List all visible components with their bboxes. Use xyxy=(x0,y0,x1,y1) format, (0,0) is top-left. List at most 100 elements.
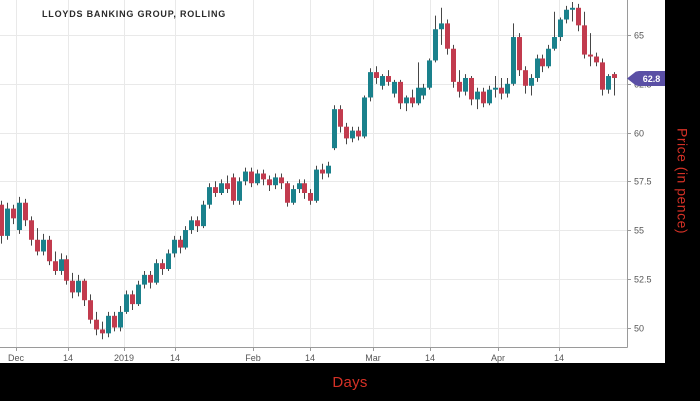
y-tick-label: 57.5 xyxy=(634,177,652,187)
candle-down xyxy=(600,62,605,90)
candle-down xyxy=(11,208,16,219)
candle-down xyxy=(588,54,593,57)
y-tick-label: 65 xyxy=(634,31,644,41)
candle-up xyxy=(421,87,426,96)
candle-down xyxy=(356,130,361,137)
candle-down xyxy=(195,220,200,227)
candle-up xyxy=(118,311,123,328)
candle-down xyxy=(469,77,474,100)
x-axis-title: Days xyxy=(332,373,368,391)
candle-up xyxy=(243,171,248,182)
candle-up xyxy=(475,91,480,100)
candle-down xyxy=(231,177,236,201)
candle-down xyxy=(94,319,99,330)
candle-up xyxy=(136,284,141,305)
candle-up xyxy=(255,173,260,184)
y-tick-label: 55 xyxy=(634,226,644,236)
candle-down xyxy=(308,192,313,201)
candle-down xyxy=(88,300,93,320)
candle-up xyxy=(273,177,278,186)
x-tick-label: Dec xyxy=(8,353,25,363)
candle-up xyxy=(237,181,242,201)
candle-up xyxy=(124,294,129,312)
candle-up xyxy=(76,280,81,293)
candle-down xyxy=(29,220,34,240)
candle-down xyxy=(410,97,415,104)
candle-up xyxy=(41,239,46,252)
candle-down xyxy=(213,187,218,193)
candle-up xyxy=(350,130,355,139)
candle-up xyxy=(511,37,516,84)
candle-up xyxy=(291,189,296,203)
candle-down xyxy=(148,274,153,283)
candle-up xyxy=(535,58,540,78)
candle-down xyxy=(445,23,450,49)
candle-down xyxy=(517,37,522,71)
candle-down xyxy=(267,179,272,186)
last-price-value: 62.8 xyxy=(642,73,661,84)
candle-up xyxy=(552,37,557,49)
candle-down xyxy=(64,259,69,281)
candle-up xyxy=(326,165,331,174)
candle-up xyxy=(570,7,575,10)
candle-down xyxy=(576,7,581,26)
candle-up xyxy=(392,81,397,94)
candle-down xyxy=(285,183,290,203)
y-tick-label: 52.5 xyxy=(634,275,652,285)
candle-up xyxy=(59,259,64,271)
candle-up xyxy=(332,109,337,149)
x-tick-label: 14 xyxy=(305,353,315,363)
candle-down xyxy=(374,72,379,78)
candle-up xyxy=(380,76,385,86)
candle-up xyxy=(404,97,409,104)
candle-down xyxy=(178,239,183,248)
candle-down xyxy=(594,56,599,63)
chart-title: LLOYDS BANKING GROUP, ROLLING xyxy=(42,9,227,19)
candle-up xyxy=(297,183,302,190)
candle-down xyxy=(130,294,135,305)
candle-down xyxy=(47,239,52,262)
candle-up xyxy=(505,83,510,94)
x-tick-label: Mar xyxy=(365,353,381,363)
candle-down xyxy=(82,280,87,301)
candle-up xyxy=(5,208,10,236)
y-tick-label: 50 xyxy=(634,324,644,334)
candle-down xyxy=(23,202,28,221)
candle-down xyxy=(338,109,343,127)
candle-down xyxy=(53,261,58,271)
candle-up xyxy=(433,29,438,61)
candle-up xyxy=(368,72,373,98)
candle-up xyxy=(106,315,111,334)
candle-down xyxy=(160,263,165,270)
candle-down xyxy=(398,81,403,104)
candle-up xyxy=(201,204,206,227)
y-axis-title-strip: Price (in pence) xyxy=(665,0,700,363)
candle-up xyxy=(172,239,177,254)
candle-up xyxy=(362,97,367,137)
candle-down xyxy=(70,280,75,293)
candle-up xyxy=(558,19,563,38)
candle-up xyxy=(166,253,171,270)
candle-down xyxy=(279,177,284,184)
candle-down xyxy=(112,315,117,328)
y-tick-label: 60 xyxy=(634,129,644,139)
candle-up xyxy=(207,187,212,205)
candle-up xyxy=(439,23,444,30)
candle-up xyxy=(219,183,224,193)
candle-up xyxy=(529,77,534,86)
candle-up xyxy=(546,48,551,67)
y-axis-title: Price (in pence) xyxy=(674,128,691,235)
candle-down xyxy=(499,87,504,94)
x-tick-label: 14 xyxy=(63,353,73,363)
candle-down xyxy=(320,169,325,174)
candle-up xyxy=(416,87,421,104)
x-tick-label: 14 xyxy=(170,353,180,363)
candle-down xyxy=(582,25,587,55)
candle-down xyxy=(457,81,462,92)
candle-up xyxy=(463,77,468,92)
candle-up xyxy=(183,230,188,248)
candle-up xyxy=(142,274,147,285)
candle-up xyxy=(314,169,319,201)
